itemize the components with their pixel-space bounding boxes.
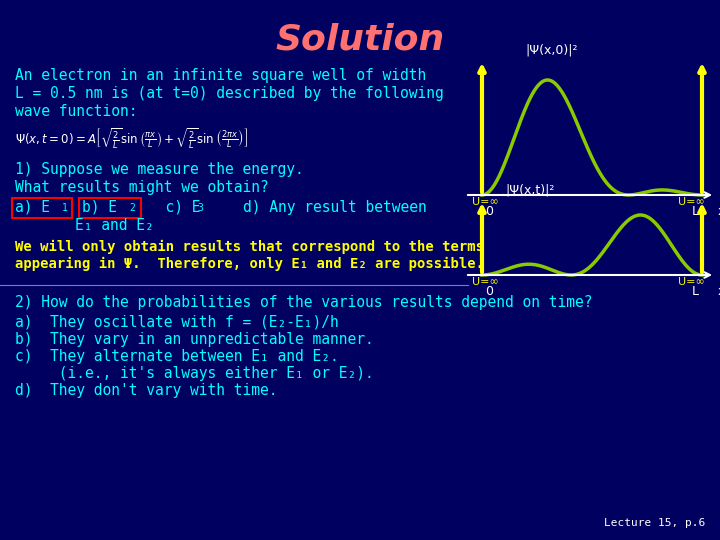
Text: appearing in Ψ.  Therefore, only E₁ and E₂ are possible.: appearing in Ψ. Therefore, only E₁ and E… [15, 257, 484, 271]
Text: L: L [691, 205, 698, 218]
Text: What results might we obtain?: What results might we obtain? [15, 180, 269, 195]
Text: Lecture 15, p.6: Lecture 15, p.6 [604, 518, 705, 528]
Text: 0: 0 [485, 285, 493, 298]
Text: An electron in an infinite square well of width: An electron in an infinite square well o… [15, 68, 426, 83]
Text: a)  They oscillate with f = (E₂-E₁)/h: a) They oscillate with f = (E₂-E₁)/h [15, 315, 338, 330]
Text: 3: 3 [197, 203, 203, 213]
Text: E₁ and E₂: E₁ and E₂ [75, 218, 154, 233]
Text: d) Any result between: d) Any result between [208, 200, 427, 215]
Text: b) E: b) E [82, 200, 117, 215]
Text: wave function:: wave function: [15, 104, 138, 119]
Text: d)  They don't vary with time.: d) They don't vary with time. [15, 383, 277, 398]
Text: U=∞: U=∞ [472, 277, 499, 287]
Text: U=∞: U=∞ [678, 277, 705, 287]
Text: c)  They alternate between E₁ and E₂.: c) They alternate between E₁ and E₂. [15, 349, 338, 364]
Text: $\Psi(x,t=0) = A\left[\sqrt{\frac{2}{L}}\sin\left(\frac{\pi x}{L}\right) + \sqrt: $\Psi(x,t=0) = A\left[\sqrt{\frac{2}{L}}… [15, 127, 248, 151]
Text: (i.e., it's always either E₁ or E₂).: (i.e., it's always either E₁ or E₂). [15, 366, 374, 381]
Text: L = 0.5 nm is (at t=0) described by the following: L = 0.5 nm is (at t=0) described by the … [15, 86, 444, 101]
Text: L: L [691, 285, 698, 298]
Text: b)  They vary in an unpredictable manner.: b) They vary in an unpredictable manner. [15, 332, 374, 347]
Text: 2) How do the probabilities of the various results depend on time?: 2) How do the probabilities of the vario… [15, 295, 593, 310]
Text: 1: 1 [62, 203, 68, 213]
Text: c) E: c) E [148, 200, 200, 215]
Text: U=∞: U=∞ [472, 197, 499, 207]
Text: x: x [718, 205, 720, 218]
Text: U=∞: U=∞ [678, 197, 705, 207]
Text: |Ψ(x,t)|²: |Ψ(x,t)|² [505, 184, 554, 197]
Text: Solution: Solution [275, 22, 445, 56]
Text: 1) Suppose we measure the energy.: 1) Suppose we measure the energy. [15, 162, 304, 177]
Text: |Ψ(x,0)|²: |Ψ(x,0)|² [525, 44, 577, 57]
Text: 0: 0 [485, 205, 493, 218]
Text: We will only obtain results that correspond to the terms: We will only obtain results that corresp… [15, 240, 484, 254]
Text: a) E: a) E [15, 200, 50, 215]
Text: x: x [718, 285, 720, 298]
Text: 2: 2 [129, 203, 135, 213]
